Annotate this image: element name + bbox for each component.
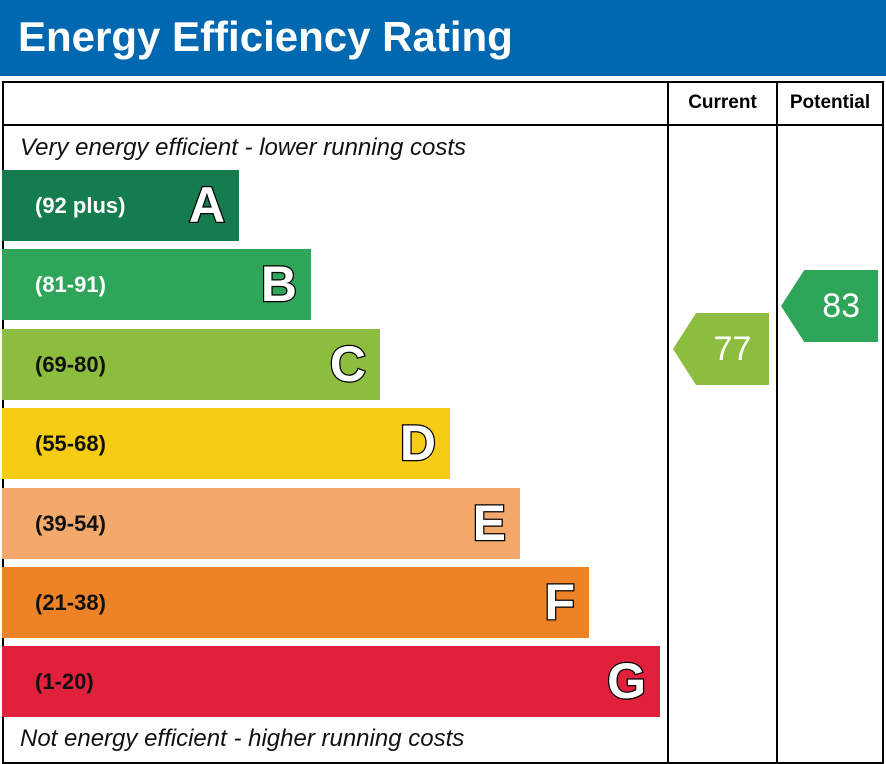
band-range: (69-80) <box>35 352 106 377</box>
current-rating-arrow: 77 <box>673 313 769 385</box>
band-letter: E <box>471 494 507 553</box>
column-header-potential: Potential <box>789 92 871 113</box>
band-letter: C <box>329 335 368 394</box>
band-g: (1-20) G <box>2 646 660 717</box>
band-e: (39-54) E <box>2 488 520 559</box>
band-f: (21-38) F <box>2 567 589 638</box>
note-bottom: Not energy efficient - higher running co… <box>20 725 465 752</box>
band-a: (92 plus) A <box>2 170 239 241</box>
band-range: (21-38) <box>35 590 106 615</box>
band-letter: G <box>606 652 647 711</box>
current-rating-value: 77 <box>713 330 752 368</box>
header-divider <box>2 124 884 126</box>
potential-rating-value: 83 <box>822 287 861 325</box>
band-range: (39-54) <box>35 511 106 536</box>
band-range: (1-20) <box>35 669 94 694</box>
band-letter: F <box>543 573 576 632</box>
band-letter: B <box>260 255 299 314</box>
column-header-current: Current <box>688 92 757 113</box>
band-d: (55-68) D <box>2 408 450 479</box>
band-c: (69-80) C <box>2 329 380 400</box>
band-range: (81-91) <box>35 272 106 297</box>
band-range: (55-68) <box>35 431 106 456</box>
note-top: Very energy efficient - lower running co… <box>20 134 466 161</box>
divider-current <box>667 81 669 764</box>
band-b: (81-91) B <box>2 249 311 320</box>
band-letter: A <box>188 176 227 235</box>
page-title: Energy Efficiency Rating <box>18 13 513 60</box>
divider-potential <box>776 81 778 764</box>
band-letter: D <box>399 414 438 473</box>
title-bar: Energy Efficiency Rating <box>0 0 886 76</box>
band-range: (92 plus) <box>35 193 126 218</box>
potential-rating-arrow: 83 <box>781 270 878 342</box>
